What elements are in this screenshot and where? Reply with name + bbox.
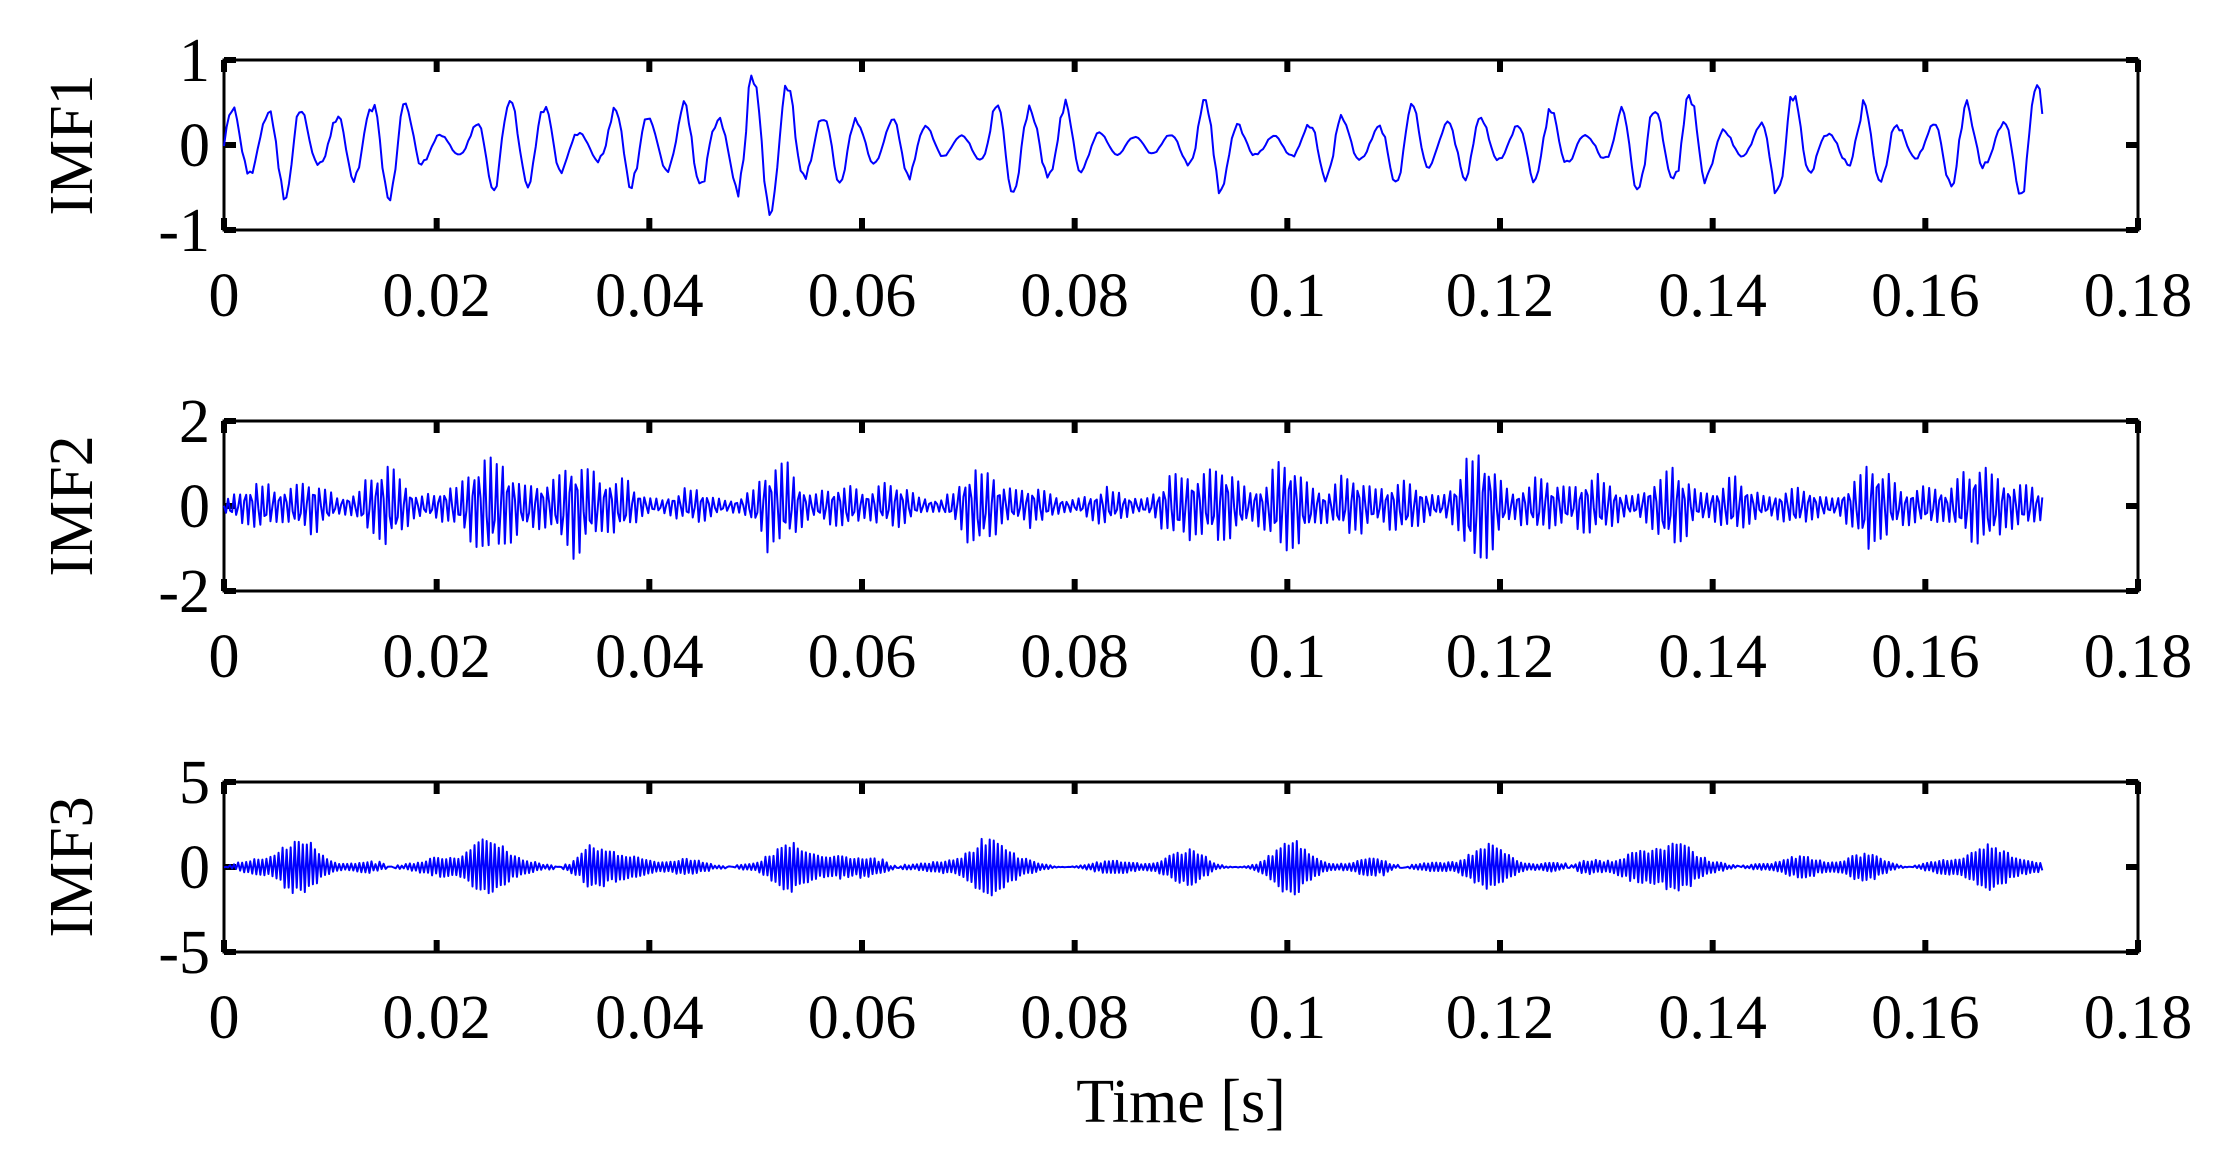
- x-tick-label: 0.1: [1249, 623, 1327, 691]
- signal-line-imf2: [223, 454, 2044, 560]
- x-tick-label: 0.02: [382, 984, 491, 1052]
- y-tick-label: -5: [158, 919, 210, 987]
- y-tick-label: -1: [158, 197, 210, 265]
- x-tick-label: 0.06: [808, 984, 917, 1052]
- x-tick-label: 0.06: [808, 262, 917, 330]
- y-tick-label: 2: [179, 388, 210, 456]
- y-axis-label: IMF3: [38, 796, 106, 937]
- x-tick-label: 0: [209, 623, 240, 691]
- x-tick-label: 0.02: [382, 262, 491, 330]
- axes-frame: [222, 58, 2140, 232]
- x-tick-label: 0.08: [1020, 262, 1129, 330]
- x-tick-label: 0.18: [2084, 262, 2193, 330]
- panel-imf3: 0 0.02 0.04 0.06 0.08 0.1 0.12 0.14 0.16 0.1850-5…: [38, 749, 2192, 1136]
- x-tick-label: 0.18: [2084, 984, 2193, 1052]
- y-tick-label: 0: [179, 834, 210, 902]
- x-tick-label: 0.08: [1020, 623, 1129, 691]
- x-tick-label: 0.04: [595, 984, 704, 1052]
- x-tick-label: 0: [209, 262, 240, 330]
- x-tick-label: 0.02: [382, 623, 491, 691]
- x-tick-label: 0.12: [1446, 623, 1555, 691]
- x-tick-label: 0.12: [1446, 262, 1555, 330]
- x-axis-label: Time [s]: [1076, 1068, 1286, 1136]
- x-tick-label: 0.08: [1020, 984, 1129, 1052]
- x-tick-label: 0.14: [1658, 984, 1767, 1052]
- x-tick-label: 0.04: [595, 262, 704, 330]
- signal-line-imf3: [223, 837, 2044, 897]
- y-tick-label: 1: [179, 27, 210, 95]
- x-tick-label: 0.12: [1446, 984, 1555, 1052]
- x-tick-label: 0.18: [2084, 623, 2193, 691]
- x-tick-label: 0.16: [1871, 984, 1980, 1052]
- y-tick-label: 0: [179, 112, 210, 180]
- x-tick-label: 0.14: [1658, 262, 1767, 330]
- panel-imf1: 0 0.02 0.04 0.06 0.08 0.1 0.12 0.14 0.16 0.1810-1…: [38, 27, 2192, 330]
- panel-imf2: 0 0.02 0.04 0.06 0.08 0.1 0.12 0.14 0.16 0.1820-2…: [38, 388, 2192, 691]
- y-tick-label: 0: [179, 473, 210, 541]
- x-tick-label: 0.1: [1249, 262, 1327, 330]
- x-tick-label: 0.06: [808, 623, 917, 691]
- y-axis-label: IMF2: [38, 435, 106, 576]
- y-tick-label: -2: [158, 558, 210, 626]
- y-axis-label: IMF1: [38, 74, 106, 215]
- x-tick-label: 0.16: [1871, 623, 1980, 691]
- x-tick-label: 0.1: [1249, 984, 1327, 1052]
- signal-line-imf1: [223, 74, 2044, 217]
- x-tick-label: 0.16: [1871, 262, 1980, 330]
- x-tick-label: 0.04: [595, 623, 704, 691]
- x-tick-label: 0.14: [1658, 623, 1767, 691]
- x-tick-label: 0: [209, 984, 240, 1052]
- y-tick-label: 5: [179, 749, 210, 817]
